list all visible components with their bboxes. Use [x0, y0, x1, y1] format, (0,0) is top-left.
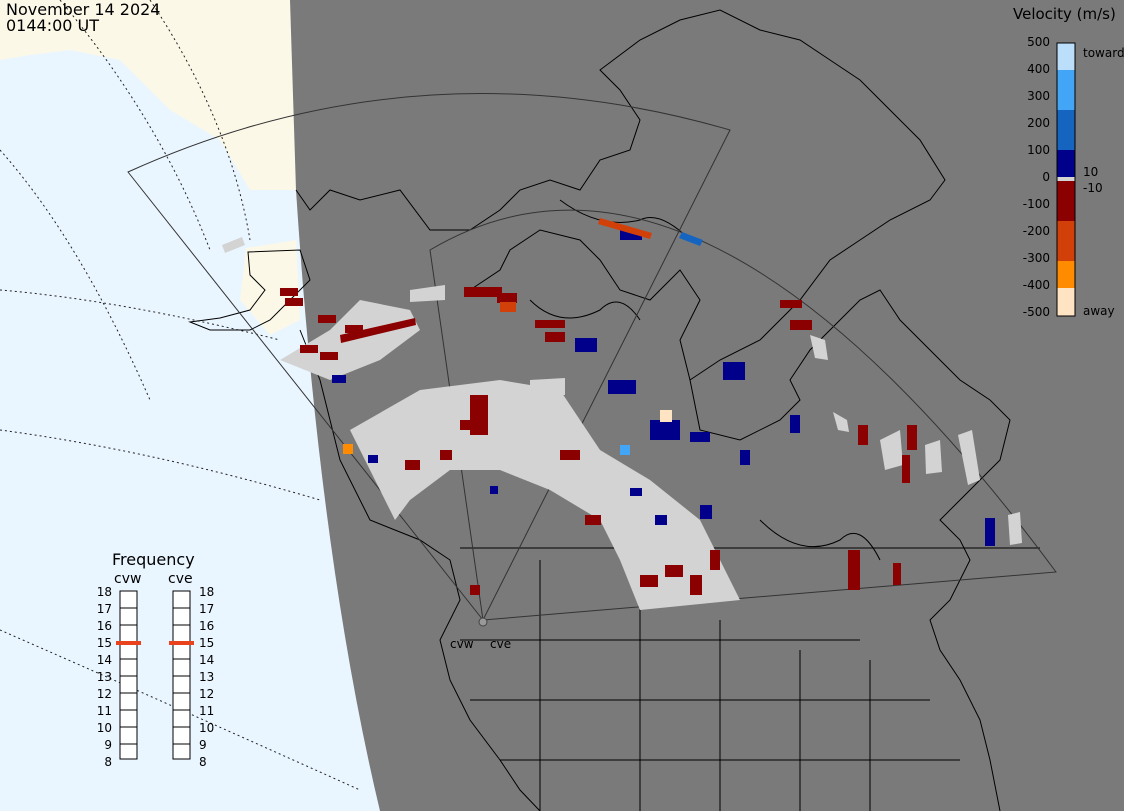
frequency-radar-cvw: cvw [114, 571, 141, 587]
velocity-bar-away-min [1057, 181, 1075, 221]
freq-right-tick: 13 [199, 670, 214, 684]
velocity-tick: 400 [1027, 62, 1050, 76]
velocity-title: Velocity (m/s) [1013, 5, 1116, 23]
frequency-indicator-cvw [116, 641, 141, 645]
dotted-grid [0, 0, 361, 791]
freq-left-tick: 11 [97, 704, 112, 718]
radar-fov [127, 93, 1057, 621]
frequency-panel: Frequency cvw cve 18 17 16 15 14 13 12 1… [97, 550, 215, 769]
freq-right-tick: 14 [199, 653, 214, 667]
velocity-bar-toward-mid [1057, 70, 1075, 110]
freq-right-tick: 8 [199, 755, 207, 769]
velocity-label-pos10: 10 [1083, 165, 1098, 179]
velocity-bar-outline [1056, 42, 1076, 317]
velocity-bar-away-mid [1057, 261, 1075, 288]
header-time: 0144:00 UT [6, 16, 100, 35]
velocity-tick: -300 [1023, 251, 1050, 265]
velocity-tick: -200 [1023, 224, 1050, 238]
frequency-column-cvw [119, 590, 138, 760]
velocity-colorbar: 500 400 300 200 100 0 -100 -200 -300 -40… [1023, 35, 1124, 319]
velocity-tick: -100 [1023, 197, 1050, 211]
frequency-radar-cve: cve [168, 571, 193, 587]
velocity-bar-away-high [1057, 288, 1075, 316]
terminator-region [290, 0, 1124, 811]
header-date: November 14 2024 [6, 0, 161, 19]
radar-site-cvw-label: cvw [450, 637, 474, 651]
freq-left-tick: 16 [97, 619, 112, 633]
freq-right-tick: 16 [199, 619, 214, 633]
velocity-label-toward: toward [1083, 46, 1124, 60]
frequency-indicator-cve [169, 641, 194, 645]
frequency-gridlines [120, 607, 190, 745]
velocity-bar-toward-low [1057, 110, 1075, 150]
velocity-tick: 300 [1027, 89, 1050, 103]
coastlines [188, 9, 1040, 811]
velocity-tick: 200 [1027, 116, 1050, 130]
velocity-label-neg10: -10 [1083, 181, 1103, 195]
velocity-tick: 100 [1027, 143, 1050, 157]
frequency-title: Frequency [112, 550, 195, 569]
alaska-lit-land-south [240, 240, 300, 335]
freq-left-tick: 13 [97, 670, 112, 684]
velocity-cells [280, 218, 995, 595]
freq-left-tick: 15 [97, 636, 112, 650]
freq-right-tick: 18 [199, 585, 214, 599]
frequency-column-cve [172, 590, 191, 760]
freq-right-tick: 12 [199, 687, 214, 701]
freq-right-tick: 17 [199, 602, 214, 616]
freq-right-tick: 11 [199, 704, 214, 718]
velocity-bar-toward-high [1057, 43, 1075, 70]
freq-left-tick: 10 [97, 721, 112, 735]
velocity-label-away: away [1083, 304, 1115, 318]
freq-left-tick: 17 [97, 602, 112, 616]
freq-right-tick: 10 [199, 721, 214, 735]
velocity-tick: 0 [1042, 170, 1050, 184]
velocity-bar-zero [1057, 177, 1075, 181]
freq-left-tick: 14 [97, 653, 112, 667]
alaska-lit-land [0, 0, 296, 190]
velocity-tick: 500 [1027, 35, 1050, 49]
freq-left-tick: 9 [104, 738, 112, 752]
velocity-tick: -400 [1023, 278, 1050, 292]
velocity-bar-away-low [1057, 221, 1075, 261]
velocity-tick: -500 [1023, 305, 1050, 319]
freq-left-tick: 12 [97, 687, 112, 701]
radar-site-marker [478, 617, 488, 627]
freq-left-tick: 8 [104, 755, 112, 769]
radar-site-cve-label: cve [490, 637, 511, 651]
freq-right-tick: 15 [199, 636, 214, 650]
freq-right-tick: 9 [199, 738, 207, 752]
velocity-bar-toward-min [1057, 150, 1075, 177]
freq-left-tick: 18 [97, 585, 112, 599]
